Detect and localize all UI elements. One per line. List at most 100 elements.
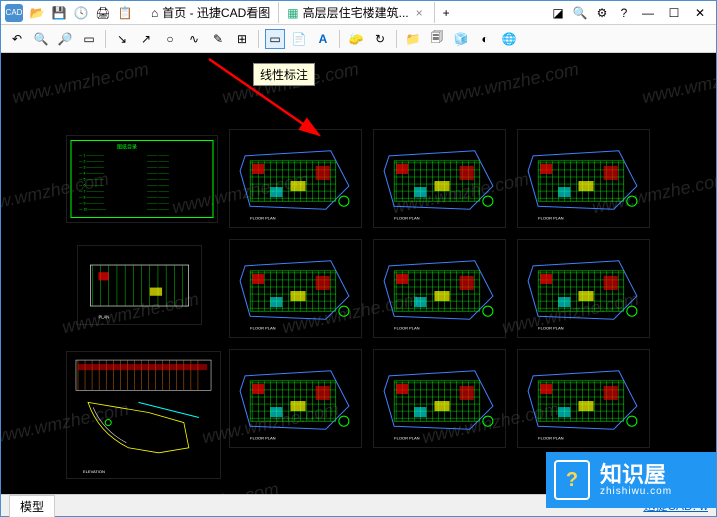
erase-tool[interactable]: 🧽 — [346, 29, 366, 49]
window-controls: — ☐ ✕ — [636, 3, 712, 23]
zoom-in-button[interactable]: 🔍 — [31, 29, 51, 49]
zhishiwu-url: zhishiwu.com — [600, 486, 672, 497]
tab-home-label: 首页 - 迅捷CAD看图 — [162, 4, 270, 21]
title-right-icons: ◪ 🔍 ⚙ ? — [550, 5, 632, 21]
arrow-tool[interactable]: ↗ — [136, 29, 156, 49]
folder-button[interactable]: 📁 — [403, 29, 423, 49]
doc-icon: ▦ — [287, 6, 298, 20]
drawing-viewport[interactable]: ELEVATION — [66, 351, 221, 479]
3d-button[interactable]: 🧊 — [451, 29, 471, 49]
tab-home[interactable]: ⌂ 首页 - 迅捷CAD看图 — [143, 2, 279, 23]
drawing-viewport[interactable]: PLAN — [77, 245, 202, 325]
search-icon[interactable]: 🔍 — [572, 5, 588, 21]
model-tab[interactable]: 模型 — [9, 495, 55, 517]
drawing-viewport[interactable]: FLOOR PLAN — [229, 349, 362, 448]
separator-icon — [339, 30, 340, 48]
svg-text:FLOOR PLAN: FLOOR PLAN — [538, 215, 564, 220]
text-tool[interactable]: A — [313, 29, 333, 49]
svg-text:— 10 —————: — 10 ————— — [79, 208, 106, 212]
svg-text:——— ———: ——— ——— — [147, 172, 169, 176]
svg-text:——— ———: ——— ——— — [147, 202, 169, 206]
svg-text:— 2 —————: — 2 ————— — [79, 160, 104, 164]
page-tool[interactable]: 📄 — [289, 29, 309, 49]
refresh-button[interactable]: ↻ — [370, 29, 390, 49]
circle-tool[interactable]: ○ — [160, 29, 180, 49]
tab-doc-label: 高层层住宅楼建筑... — [303, 4, 409, 21]
svg-text:图纸目录: 图纸目录 — [117, 144, 137, 151]
gear-icon[interactable]: ⚙ — [594, 5, 610, 21]
svg-text:— 9 —————: — 9 ————— — [79, 202, 104, 206]
svg-text:— 5 —————: — 5 ————— — [79, 178, 104, 182]
help-icon[interactable]: ? — [616, 5, 632, 21]
separator-icon — [258, 30, 259, 48]
svg-text:FLOOR PLAN: FLOOR PLAN — [250, 435, 276, 440]
open-icon[interactable]: 📂 — [29, 5, 45, 21]
zhishiwu-badge: ? 知识屋 zhishiwu.com — [546, 452, 716, 508]
zhishiwu-icon: ? — [554, 460, 590, 500]
svg-text:FLOOR PLAN: FLOOR PLAN — [394, 325, 420, 330]
watermark-text: www.wmzhe.com — [640, 59, 716, 108]
svg-text:——— ———: ——— ——— — [147, 208, 169, 212]
svg-text:FLOOR PLAN: FLOOR PLAN — [394, 215, 420, 220]
minimize-button[interactable]: — — [636, 3, 660, 23]
curve-tool[interactable]: ∿ — [184, 29, 204, 49]
drawing-viewport[interactable]: FLOOR PLAN — [517, 129, 650, 228]
tooltip-linear-dimension: 线性标注 — [253, 63, 315, 86]
svg-text:——— ———: ——— ——— — [147, 154, 169, 158]
undo-button[interactable]: ↶ — [7, 29, 27, 49]
globe-button[interactable]: 🌐 — [499, 29, 519, 49]
save-icon[interactable]: 💾 — [51, 5, 67, 21]
layers-button[interactable]: 🗐 — [427, 29, 447, 49]
svg-text:——— ———: ——— ——— — [147, 166, 169, 170]
line-tool[interactable]: ↘ — [112, 29, 132, 49]
separator-icon — [105, 30, 106, 48]
pencil-tool[interactable]: ✎ — [208, 29, 228, 49]
drawing-viewport[interactable]: FLOOR PLAN — [373, 349, 506, 448]
tab-document[interactable]: ▦ 高层层住宅楼建筑... × — [279, 2, 434, 23]
close-button[interactable]: ✕ — [688, 3, 712, 23]
drawing-viewport[interactable]: FLOOR PLAN — [517, 349, 650, 448]
print-icon[interactable]: 🖨 — [95, 5, 111, 21]
drawing-viewport[interactable]: 图纸目录 — 1 ————— ——— ——— — 2 ————— ——— ——— — 3… — [66, 135, 218, 223]
titlebar: CAD 📂 💾 🕓 🖨 📋 ⌂ 首页 - 迅捷CAD看图 ▦ 高层层住宅楼建筑.… — [1, 1, 716, 25]
drawing-viewport[interactable]: FLOOR PLAN — [373, 239, 506, 338]
svg-text:— 6 —————: — 6 ————— — [79, 184, 104, 188]
quick-icons: 📂 💾 🕓 🖨 📋 — [29, 5, 133, 21]
linear-dimension-button[interactable]: ▭ — [265, 29, 285, 49]
svg-text:— 7 —————: — 7 ————— — [79, 190, 104, 194]
separator-icon — [396, 30, 397, 48]
drawing-viewport[interactable]: FLOOR PLAN — [517, 239, 650, 338]
copy-icon[interactable]: 📋 — [117, 5, 133, 21]
svg-text:FLOOR PLAN: FLOOR PLAN — [250, 215, 276, 220]
svg-text:— 8 —————: — 8 ————— — [79, 196, 104, 200]
svg-text:— 4 —————: — 4 ————— — [79, 172, 104, 176]
svg-text:——— ———: ——— ——— — [147, 184, 169, 188]
svg-text:——— ———: ——— ——— — [147, 160, 169, 164]
svg-text:PLAN: PLAN — [99, 314, 110, 319]
drawing-viewport[interactable]: FLOOR PLAN — [229, 239, 362, 338]
toolbar: ↶ 🔍 🔎 ▭ ↘ ↗ ○ ∿ ✎ ⊞ ▭ 📄 A 🧽 ↻ 📁 🗐 🧊 ◐ 🌐 — [1, 25, 716, 53]
zoom-window-button[interactable]: ▭ — [79, 29, 99, 49]
drawing-viewport[interactable]: FLOOR PLAN — [229, 129, 362, 228]
tab-add-button[interactable]: + — [435, 4, 458, 22]
app-logo: CAD — [5, 4, 23, 22]
svg-text:— 3 —————: — 3 ————— — [79, 166, 104, 170]
svg-text:— 1 —————: — 1 ————— — [79, 154, 104, 158]
watermark-text: www.wmzhe.com — [140, 479, 280, 494]
contrast-button[interactable]: ◐ — [475, 29, 495, 49]
svg-text:FLOOR PLAN: FLOOR PLAN — [250, 325, 276, 330]
tab-close-button[interactable]: × — [413, 6, 426, 20]
history-icon[interactable]: 🕓 — [73, 5, 89, 21]
maximize-button[interactable]: ☐ — [662, 3, 686, 23]
home-icon: ⌂ — [151, 6, 158, 20]
svg-text:——— ———: ——— ——— — [147, 178, 169, 182]
grid-tool[interactable]: ⊞ — [232, 29, 252, 49]
watermark-text: www.wmzhe.com — [440, 59, 580, 108]
svg-text:FLOOR PLAN: FLOOR PLAN — [538, 325, 564, 330]
drawing-canvas[interactable]: 线性标注 www.wmzhe.com www.wmzhe.com www.wmzhe… — [1, 53, 716, 494]
svg-text:FLOOR PLAN: FLOOR PLAN — [394, 435, 420, 440]
watermark-text: www.wmzhe.com — [10, 59, 150, 108]
layout-icon[interactable]: ◪ — [550, 5, 566, 21]
zoom-out-button[interactable]: 🔎 — [55, 29, 75, 49]
drawing-viewport[interactable]: FLOOR PLAN — [373, 129, 506, 228]
